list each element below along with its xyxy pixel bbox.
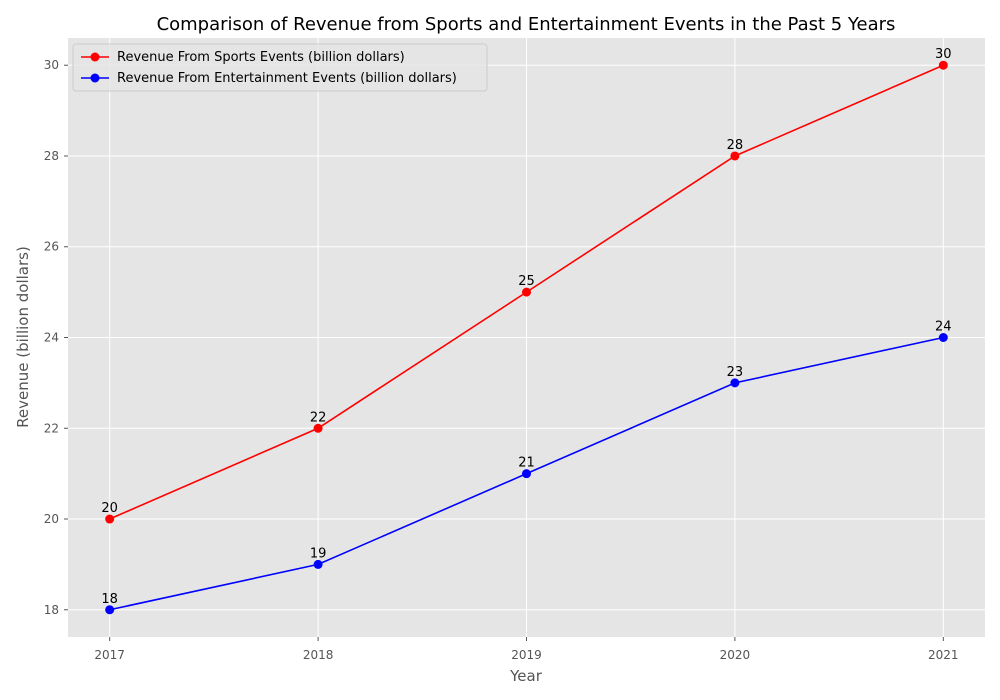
y-axis-label: Revenue (billion dollars) (14, 246, 32, 428)
y-tick-label: 26 (44, 240, 59, 254)
chart-title: Comparison of Revenue from Sports and En… (157, 14, 896, 35)
data-label: 25 (518, 274, 535, 289)
legend-marker-sports (91, 53, 100, 62)
x-tick-label: 2018 (303, 648, 334, 662)
y-tick-label: 28 (44, 149, 59, 163)
data-label: 24 (935, 320, 952, 335)
data-label: 21 (518, 456, 535, 471)
x-tick-label: 2019 (511, 648, 542, 662)
data-label: 30 (935, 47, 952, 62)
x-tick-label: 2017 (94, 648, 125, 662)
data-label: 18 (101, 592, 118, 607)
y-tick-label: 20 (44, 512, 59, 526)
y-tick-label: 22 (44, 421, 59, 435)
y-tick-label: 18 (44, 603, 59, 617)
legend-marker-entertainment (91, 74, 100, 83)
x-tick-label: 2020 (720, 648, 751, 662)
x-tick-label: 2021 (928, 648, 959, 662)
data-label: 23 (727, 365, 744, 380)
legend-label-entertainment: Revenue From Entertainment Events (billi… (117, 71, 457, 86)
legend-label-sports: Revenue From Sports Events (billion doll… (117, 50, 405, 65)
data-label: 22 (310, 410, 327, 425)
data-label: 28 (727, 138, 744, 153)
x-axis-label: Year (509, 667, 543, 685)
data-label: 19 (310, 546, 327, 561)
y-tick-label: 30 (44, 58, 59, 72)
y-tick-label: 24 (44, 331, 59, 345)
data-label: 20 (101, 501, 118, 516)
legend: Revenue From Sports Events (billion doll… (73, 44, 487, 91)
